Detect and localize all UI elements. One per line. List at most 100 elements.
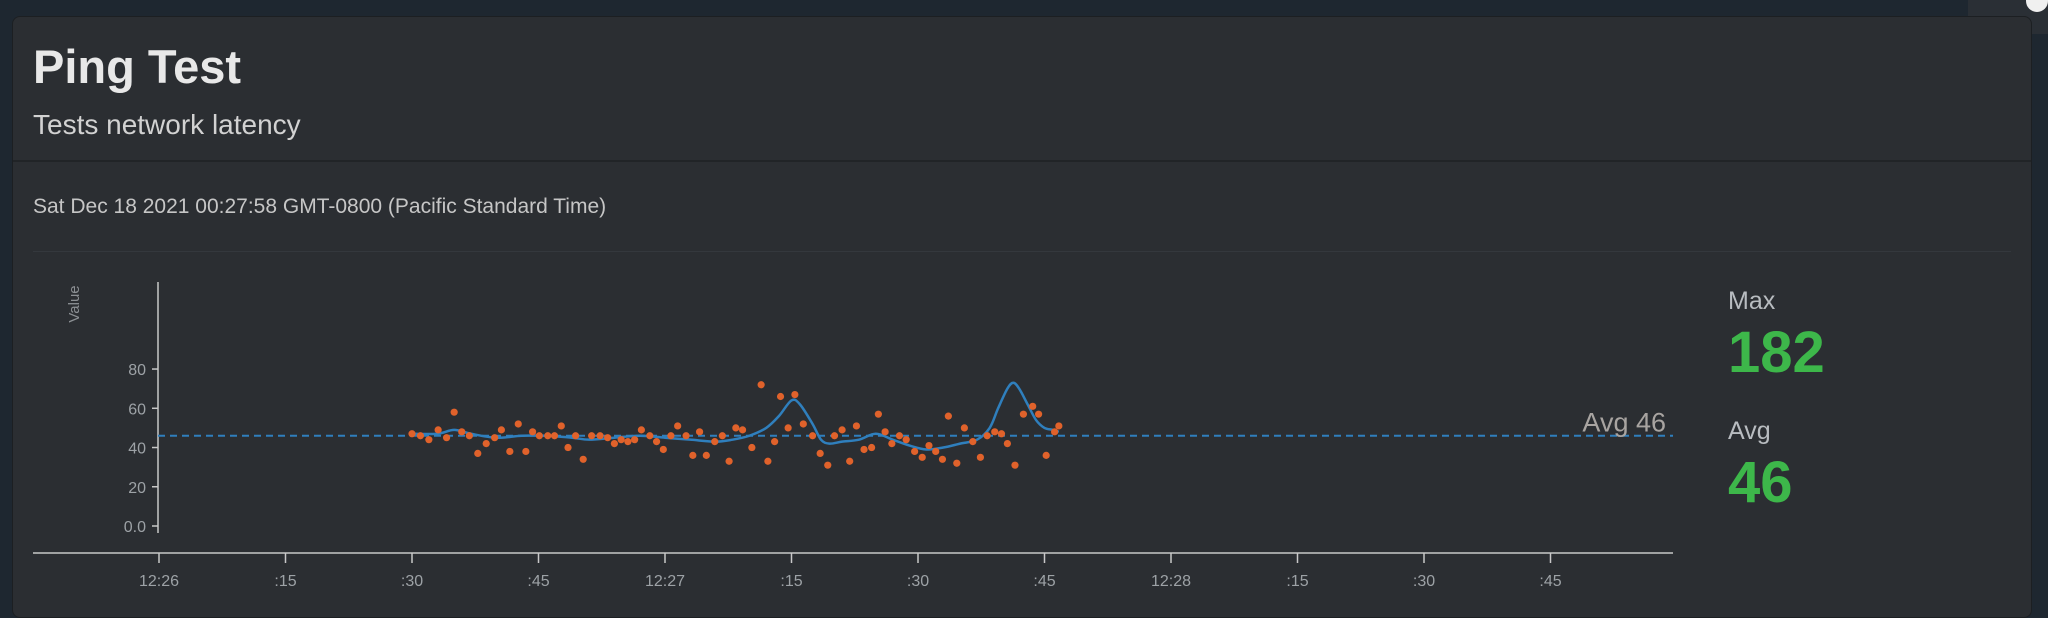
data-point <box>514 420 522 428</box>
data-point <box>868 443 876 452</box>
data-point <box>757 381 765 389</box>
page-title: Ping Test <box>33 40 242 93</box>
x-tick-label: :30 <box>907 573 929 590</box>
data-point <box>652 438 661 446</box>
max-stat: Max 182 <box>1728 287 1825 417</box>
y-tick-label: 0.0 <box>124 519 146 536</box>
data-point <box>960 424 968 432</box>
max-value: 182 <box>1728 320 1825 385</box>
x-tick-label: :30 <box>401 573 423 590</box>
data-point <box>522 447 530 456</box>
data-point <box>682 432 690 440</box>
data-point <box>881 428 889 436</box>
data-point <box>830 432 839 440</box>
ping-test-card: Ping Test Tests network latency Sat Dec … <box>12 16 2032 618</box>
data-point <box>491 434 499 442</box>
data-point <box>497 426 505 434</box>
x-tick-label: :45 <box>527 573 549 590</box>
data-point <box>969 438 977 446</box>
data-point <box>808 432 817 440</box>
data-point <box>408 430 416 438</box>
x-tick-label: :15 <box>1286 573 1308 590</box>
data-point <box>1051 428 1059 436</box>
data-point <box>911 447 919 456</box>
timestamp: Sat Dec 18 2021 00:27:58 GMT-0800 (Pacif… <box>33 195 607 218</box>
data-point <box>860 445 868 454</box>
y-tick-label: 80 <box>128 362 146 379</box>
latency-chart: 0.0 20 40 60 80 Value 12:26:15:30:45 12:27:15:3… <box>33 282 1673 590</box>
x-tick-label: :45 <box>1539 573 1561 590</box>
data-point <box>976 453 985 461</box>
data-point <box>991 428 999 436</box>
data-point <box>1055 422 1063 430</box>
page-subtitle: Tests network latency <box>33 109 301 140</box>
avg-line-label: Avg 46 <box>1582 408 1666 438</box>
data-point <box>544 432 552 440</box>
x-tick-label: 12:27 <box>645 573 685 590</box>
data-point <box>434 426 442 434</box>
data-point <box>938 455 947 463</box>
x-tick-label: 12:26 <box>139 573 179 590</box>
data-point <box>695 428 704 436</box>
data-point <box>944 412 952 420</box>
trend-line <box>411 381 1060 451</box>
data-point <box>895 432 904 440</box>
settings-icon[interactable] <box>2026 0 2048 12</box>
data-point <box>617 436 625 444</box>
data-point <box>718 432 726 440</box>
data-point <box>1019 410 1028 418</box>
data-point <box>918 453 926 461</box>
data-point <box>953 459 961 467</box>
data-point <box>631 436 639 444</box>
y-tick-label: 40 <box>128 441 146 458</box>
data-point <box>902 436 910 444</box>
data-point <box>450 408 458 416</box>
data-point <box>579 455 587 463</box>
data-point <box>474 449 482 458</box>
data-point <box>702 451 710 459</box>
data-point <box>874 410 882 418</box>
data-point <box>557 422 565 430</box>
data-point <box>674 422 682 430</box>
x-tick-label: :15 <box>780 573 802 590</box>
data-point <box>932 447 940 456</box>
data-point <box>997 430 1006 438</box>
data-point <box>711 438 719 446</box>
data-point <box>588 432 596 440</box>
data-point <box>925 441 933 450</box>
data-point <box>824 461 832 469</box>
avg-label: Avg <box>1728 417 1771 445</box>
card-header: Ping Test Tests network latency <box>13 17 2031 162</box>
data-point <box>482 439 490 448</box>
divider <box>33 251 2011 252</box>
data-point <box>624 438 632 446</box>
max-label: Max <box>1728 287 1776 315</box>
data-point <box>689 451 697 459</box>
data-point <box>888 439 896 448</box>
y-tick-label: 60 <box>128 401 146 418</box>
data-point <box>442 434 451 442</box>
stats-panel: Max 182 Avg 46 <box>1728 287 1825 547</box>
x-tick-label: 12:28 <box>1151 573 1191 590</box>
data-point <box>528 428 537 436</box>
data-point <box>535 432 543 440</box>
data-point <box>732 424 740 432</box>
data-point <box>550 432 559 440</box>
data-point <box>596 432 604 440</box>
x-tick-label: :30 <box>1413 573 1435 590</box>
data-point <box>838 426 846 434</box>
avg-value: 46 <box>1728 450 1793 515</box>
data-point <box>816 449 824 458</box>
data-point <box>784 424 792 432</box>
data-point <box>465 432 473 440</box>
data-point <box>506 447 514 456</box>
x-tick-label: :15 <box>274 573 296 590</box>
y-axis-label: Value <box>66 285 83 322</box>
data-point <box>738 426 747 434</box>
data-point <box>1011 461 1019 469</box>
data-point <box>637 426 645 434</box>
data-point <box>572 432 580 440</box>
data-point <box>416 432 425 440</box>
data-point <box>748 443 756 452</box>
data-point <box>458 428 466 436</box>
